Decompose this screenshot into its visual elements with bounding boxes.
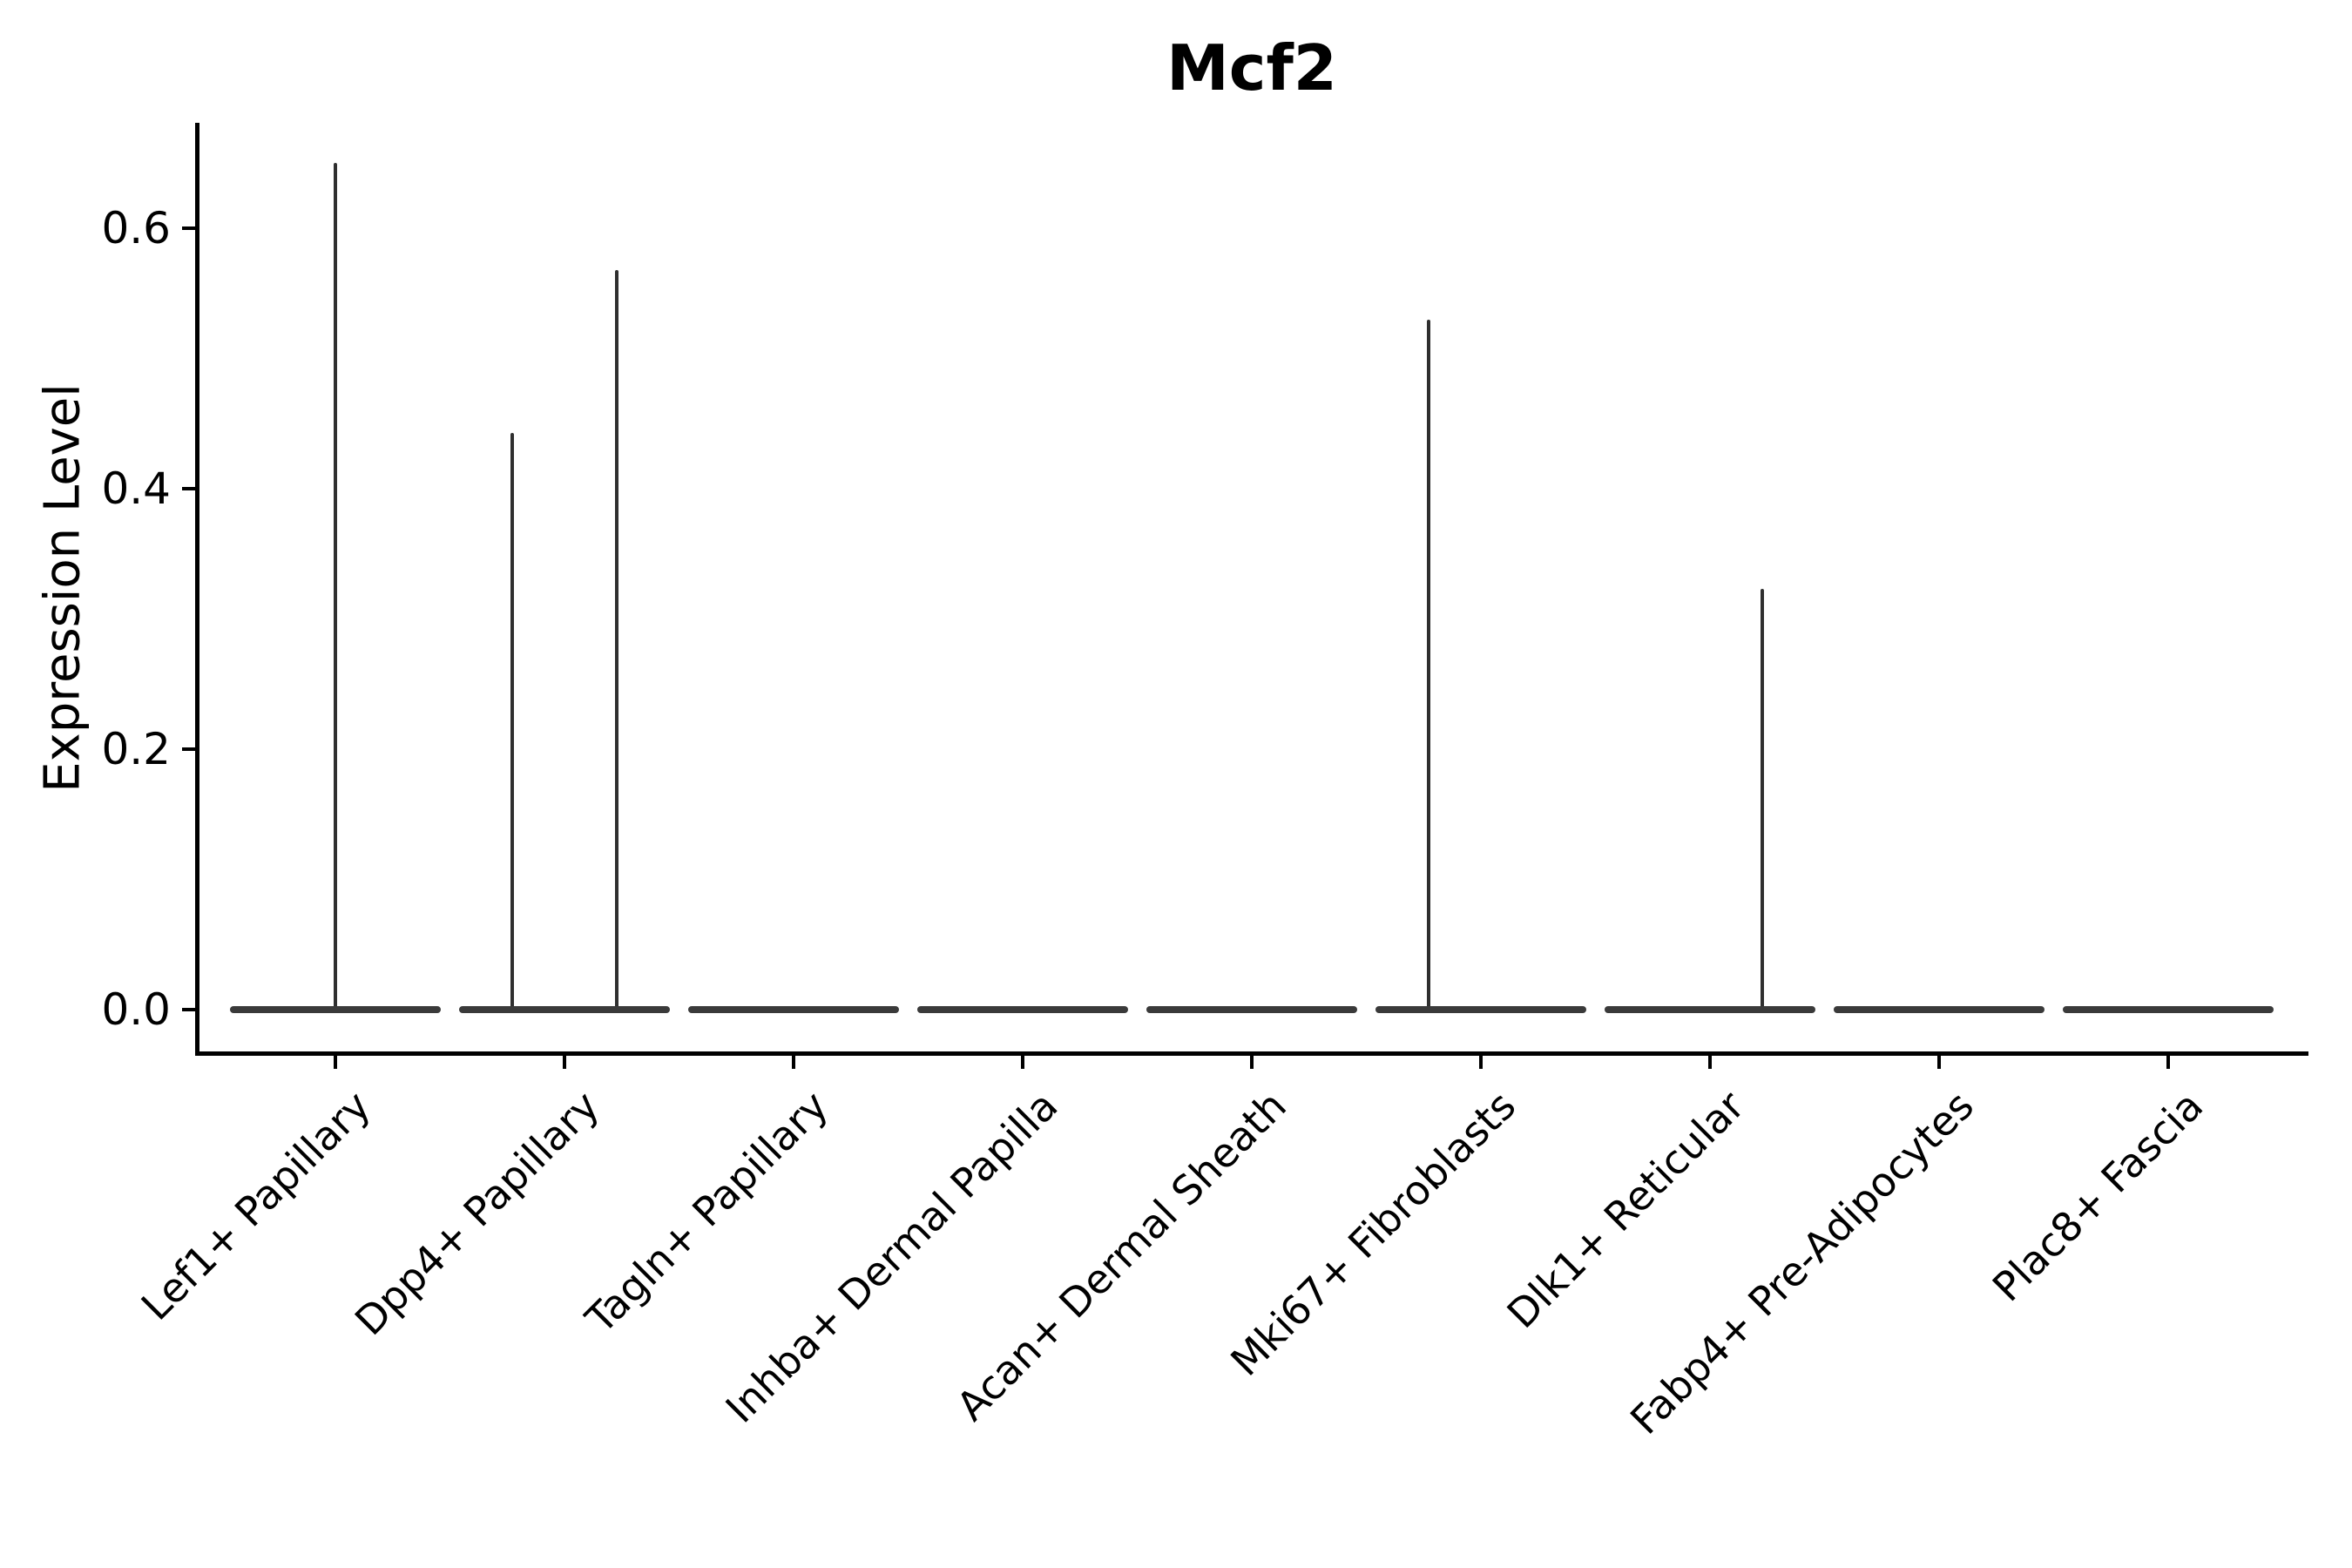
violin-body (688, 1006, 899, 1013)
y-tick-label: 0.6 (101, 203, 171, 253)
y-tick (182, 226, 195, 230)
x-tick-label: Dpp4+ Papillary (345, 1082, 609, 1345)
violin-body (1375, 1006, 1586, 1013)
violin-spike (1760, 589, 1764, 1013)
violin-body (917, 1006, 1128, 1013)
x-tick (2166, 1056, 2170, 1069)
violin-spike (614, 269, 618, 1013)
x-tick (1479, 1056, 1483, 1069)
violin-body (459, 1006, 670, 1013)
x-tick (563, 1056, 566, 1069)
x-tick (334, 1056, 337, 1069)
y-tick-label: 0.2 (101, 724, 171, 774)
x-tick (1708, 1056, 1712, 1069)
y-axis-spine (195, 123, 199, 1056)
y-tick-label: 0.0 (101, 984, 171, 1035)
violin-body (1146, 1006, 1357, 1013)
x-tick-label: Plac8+ Fascia (1983, 1082, 2213, 1311)
x-tick-label: Lef1+ Papillary (132, 1082, 380, 1329)
y-tick-label: 0.4 (101, 463, 171, 514)
y-tick (182, 487, 195, 490)
x-tick-label: Tagln+ Papillary (577, 1082, 838, 1342)
chart-title: Mcf2 (1166, 31, 1337, 105)
violin-spike (1427, 319, 1431, 1013)
violin-body (1605, 1006, 1815, 1013)
y-tick (182, 747, 195, 751)
x-tick (792, 1056, 795, 1069)
x-tick-label: Dlk1+ Reticular (1497, 1082, 1754, 1338)
x-tick (1250, 1056, 1254, 1069)
violin-spike (334, 163, 337, 1013)
x-axis-spine (195, 1051, 2308, 1056)
x-tick (1937, 1056, 1941, 1069)
violin-body (230, 1006, 441, 1013)
y-tick (182, 1008, 195, 1011)
violin-body (2063, 1006, 2274, 1013)
violin-body (1834, 1006, 2044, 1013)
violin-spike (510, 432, 515, 1013)
x-tick (1021, 1056, 1024, 1069)
